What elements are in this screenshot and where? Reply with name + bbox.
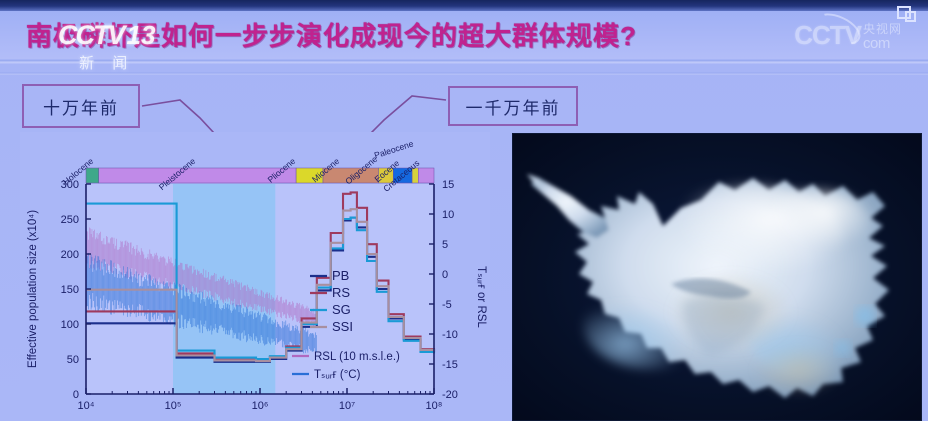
- y2-tick-label: -15: [442, 359, 458, 371]
- svg-text:Tₛᵤᵣғ (°C): Tₛᵤᵣғ (°C): [314, 369, 361, 381]
- cctv-channel-number: 13: [126, 20, 156, 50]
- band-divider-2: [0, 72, 928, 75]
- cctv-com-watermark: CCTV 央视网 com: [794, 20, 902, 51]
- y2-tick-label: 10: [442, 209, 454, 221]
- y2-tick-label: 0: [442, 269, 448, 281]
- population-series: [86, 191, 436, 363]
- y-tick-label: 150: [61, 284, 79, 296]
- x-tick-label: 10⁶: [252, 400, 269, 412]
- picture-in-picture-icon[interactable]: [897, 6, 916, 22]
- axis-ticks: [85, 183, 435, 395]
- watermark-cn-text: 央视网: [862, 22, 902, 36]
- watermark-cctv-text: CCTV: [794, 20, 862, 50]
- series-line-sg: [86, 202, 436, 361]
- x-tick-label: 10⁵: [165, 400, 182, 412]
- legend-item-ssi: SSI: [310, 319, 353, 334]
- watermark-com-text: com: [862, 35, 890, 52]
- y-tick-label: 50: [67, 354, 79, 366]
- y-tick-label: 200: [61, 249, 79, 261]
- headline-band: [0, 11, 928, 59]
- rsl-tsurf-traces: [85, 227, 317, 355]
- svg-text:PB: PB: [332, 268, 349, 283]
- legend-item-t-c: Tₛᵤᵣғ (°C): [292, 369, 361, 381]
- y2-tick-label: 5: [442, 239, 448, 251]
- x-tick-label: 10⁸: [426, 400, 443, 412]
- legend-item-rsl-10-m-s-l-e: RSL (10 m.s.l.e.): [292, 351, 400, 363]
- chart-legend: PB RS SG SSI RSL (10 m.s.l.e.) Tₛᵤᵣғ (°C): [292, 268, 400, 381]
- svg-text:RSL (10 m.s.l.e.): RSL (10 m.s.l.e.): [314, 351, 400, 363]
- y-axis-label: Effective population size (x10⁴): [27, 210, 39, 368]
- svg-text:SG: SG: [332, 302, 351, 317]
- y-tick-label: 250: [61, 214, 79, 226]
- legend-item-sg: SG: [310, 302, 351, 317]
- callout-10m-years: 一千万年前: [448, 86, 578, 126]
- x-tick-label: 10⁴: [78, 400, 95, 412]
- series-line-pb: [86, 216, 436, 363]
- population-size-chart: Holocene Pleistocene Pliocene Miocene Oligoc…: [20, 132, 490, 421]
- legend-item-rs: RS: [310, 285, 350, 300]
- y2-tick-label: -10: [442, 329, 458, 341]
- legend-item-pb: PB: [310, 268, 349, 283]
- svg-text:SSI: SSI: [332, 319, 353, 334]
- y2-tick-label: 15: [442, 179, 454, 191]
- y2-axis-label: Tₛᵤᵣғ or RSL: [475, 266, 487, 328]
- top-navy-strip: [0, 0, 928, 11]
- cctv-channel-subtitle: 新 闻: [79, 55, 135, 72]
- y-tick-label: 0: [73, 389, 79, 401]
- cctv-wordmark: CCTV: [58, 20, 125, 50]
- page-title: 南极磷虾是如何一步步演化成现今的超大群体规模?: [26, 21, 637, 51]
- trace-tsurf: [85, 253, 317, 355]
- series-line-ssi: [86, 208, 436, 363]
- y-tick-label: 100: [61, 319, 79, 331]
- y2-tick-label: -20: [442, 389, 458, 401]
- cctv-channel-logo: CCTV 13 新 闻: [58, 20, 155, 73]
- y2-tick-label: -5: [442, 299, 452, 311]
- antarctica-image-panel: [512, 133, 922, 421]
- epoch-colorbar: [85, 167, 435, 184]
- svg-text:RS: RS: [332, 285, 350, 300]
- y-tick-label: 300: [61, 179, 79, 191]
- band-divider-1: [0, 60, 928, 64]
- callout-100k-years: 十万年前: [22, 84, 140, 128]
- x-tick-label: 10⁷: [339, 400, 355, 412]
